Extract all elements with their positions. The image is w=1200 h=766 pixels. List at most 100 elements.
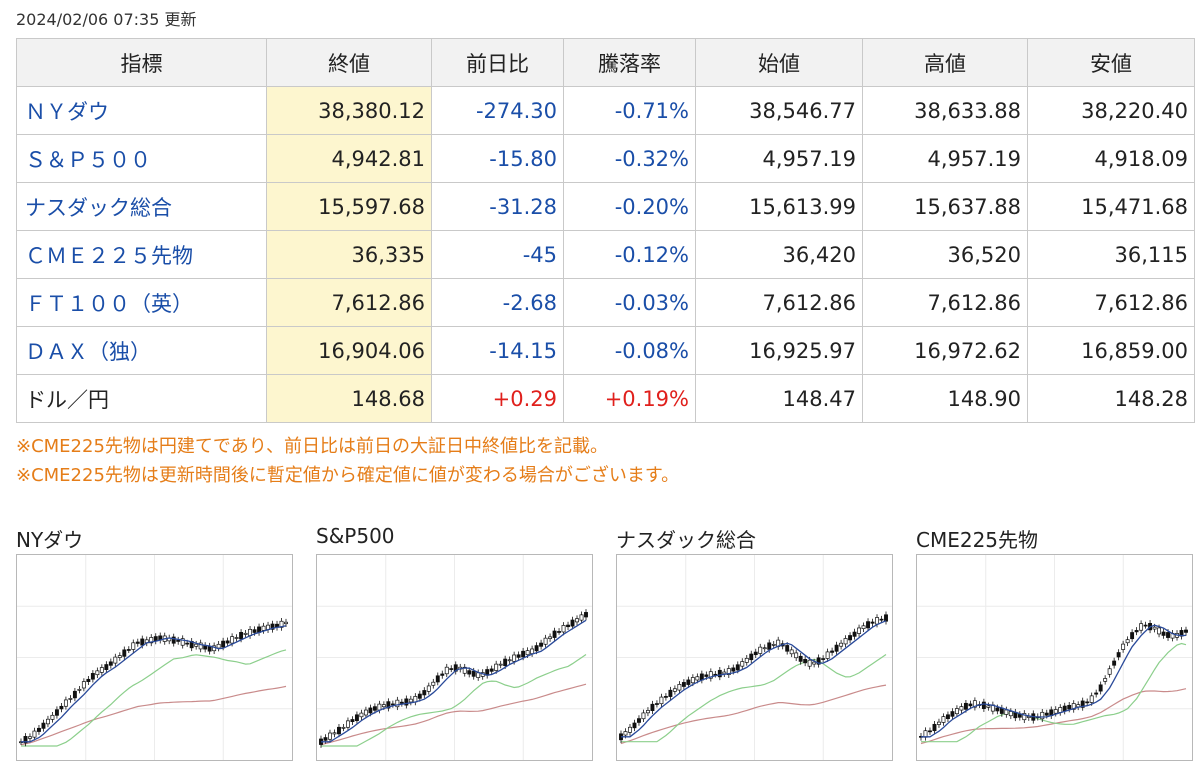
index-name-cell: ドル／円	[16, 374, 267, 423]
candlestick-chart	[17, 555, 292, 760]
candle-body	[81, 681, 86, 689]
candle-body	[1184, 629, 1188, 633]
candle-body	[539, 642, 544, 647]
candle-body	[386, 701, 391, 709]
table-row: ＮＹダウ 38,380.12 -274.30 -0.71% 38,546.77 38,63…	[16, 86, 1195, 135]
candle-body	[654, 703, 659, 705]
candle-body	[552, 630, 557, 638]
chart-area[interactable]	[16, 554, 293, 761]
candle-body	[623, 731, 628, 736]
candle-body	[368, 707, 373, 714]
candle-body	[972, 700, 977, 708]
column-header: 騰落率	[563, 38, 696, 87]
candle-body	[785, 645, 790, 652]
chart-area[interactable]	[616, 554, 893, 761]
candle-body	[494, 663, 499, 671]
candle-body	[1112, 660, 1117, 666]
close-cell: 36,335	[266, 230, 432, 279]
candle-body	[408, 698, 413, 703]
candle-body	[695, 676, 700, 681]
open-cell: 148.47	[695, 374, 863, 423]
candle-body	[1017, 714, 1022, 718]
candle-body	[986, 705, 991, 708]
candle-body	[1067, 704, 1072, 710]
mid-moving-average-line	[21, 649, 287, 747]
chart-area[interactable]	[916, 554, 1193, 761]
candle-body	[722, 671, 727, 675]
candle-body	[503, 658, 508, 667]
candle-body	[359, 712, 364, 718]
candle-body	[1139, 623, 1144, 631]
mid-moving-average-line	[621, 654, 887, 743]
rate-cell: -0.03%	[563, 278, 696, 327]
candle-body	[1044, 712, 1049, 716]
candle-body	[1008, 711, 1013, 717]
candle-body	[431, 681, 436, 686]
candle-body	[50, 714, 55, 720]
high-cell: 4,957.19	[862, 134, 1028, 183]
candle-body	[681, 682, 686, 687]
mini-chart[interactable]: ナスダック総合	[616, 524, 893, 761]
mini-chart[interactable]: CME225先物	[916, 524, 1193, 761]
index-link[interactable]: ＣＭＥ２２５先物	[25, 243, 193, 268]
candle-body	[632, 722, 637, 729]
candle-body	[941, 716, 946, 723]
candle-body	[1080, 700, 1085, 708]
candle-body	[543, 637, 548, 645]
candle-body	[176, 639, 181, 642]
candle-body	[422, 690, 427, 696]
mini-chart[interactable]: NYダウ	[16, 524, 293, 761]
candle-body	[216, 643, 221, 649]
candle-body	[323, 737, 328, 741]
candle-body	[557, 631, 562, 633]
notes: ※CME225先物は円建てであり、前日比は前日の大証日中終値比を記載。 ※CME…	[16, 432, 679, 490]
close-cell: 7,612.86	[266, 278, 432, 327]
candle-body	[753, 651, 758, 656]
candle-body	[954, 708, 959, 715]
candle-body	[848, 635, 853, 641]
mini-chart[interactable]: S&P500	[316, 524, 593, 761]
index-link[interactable]: ＤＡＸ（独）	[25, 339, 151, 364]
candle-body	[350, 719, 355, 723]
rate-cell: +0.19%	[563, 374, 696, 423]
candle-body	[140, 638, 145, 646]
index-link[interactable]: ＦＴ１００（英）	[25, 291, 193, 316]
candle-body	[1152, 626, 1157, 630]
table-row: ＦＴ１００（英） 7,612.86 -2.68 -0.03% 7,612.86 7,612…	[16, 278, 1195, 327]
candle-body	[516, 654, 521, 658]
table-row: ナスダック総合 15,597.68 -31.28 -0.20% 15,613.99 15,…	[16, 182, 1195, 231]
index-link[interactable]: ＮＹダウ	[25, 99, 109, 124]
candle-body	[884, 614, 888, 622]
candle-body	[579, 614, 584, 621]
candle-body	[717, 669, 722, 678]
candle-body	[530, 648, 535, 654]
index-link[interactable]: ナスダック総合	[25, 195, 172, 220]
low-cell: 36,115	[1027, 230, 1195, 279]
table-row: ドル／円 148.68 +0.29 +0.19% 148.47 148.90 148.28	[16, 374, 1195, 423]
index-link[interactable]: Ｓ＆Ｐ５００	[25, 147, 151, 172]
index-name-cell: ＤＡＸ（独）	[16, 326, 267, 375]
candle-body	[825, 651, 830, 659]
candle-body	[221, 640, 226, 648]
index-name-cell: Ｓ＆Ｐ５００	[16, 134, 267, 183]
candle-body	[498, 663, 503, 666]
candle-body	[435, 675, 440, 683]
note-line: ※CME225先物は更新時間後に暫定値から確定値に値が変わる場合がございます。	[16, 465, 680, 486]
high-cell: 148.90	[862, 374, 1028, 423]
candle-body	[77, 688, 82, 691]
candle-body	[131, 642, 136, 650]
candle-body	[575, 618, 579, 623]
long-moving-average-line	[20, 685, 287, 746]
candlestick-chart	[917, 555, 1192, 760]
candle-body	[390, 703, 395, 706]
candle-body	[803, 659, 808, 664]
candle-body	[1107, 668, 1112, 675]
candle-body	[377, 703, 382, 711]
candle-body	[659, 696, 664, 705]
candlestick-chart	[617, 555, 892, 760]
chart-area[interactable]	[316, 554, 593, 761]
candle-body	[1071, 703, 1076, 710]
open-cell: 16,925.97	[695, 326, 863, 375]
index-name-cell: ＮＹダウ	[16, 86, 267, 135]
candle-body	[875, 617, 879, 625]
